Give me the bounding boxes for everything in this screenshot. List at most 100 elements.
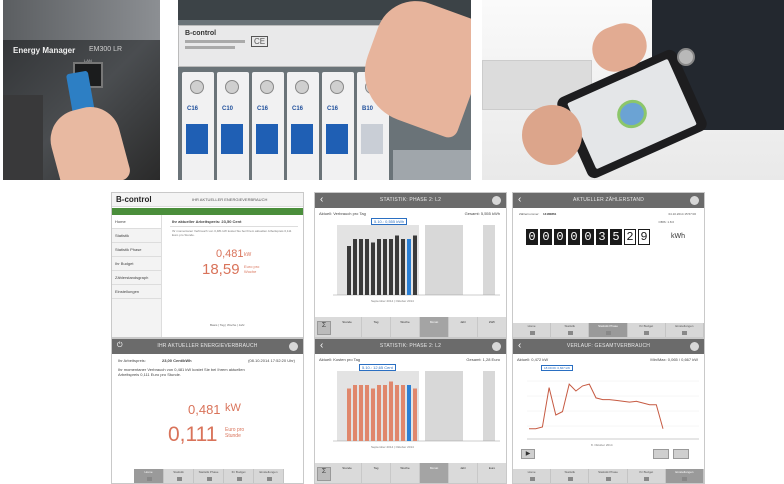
period-selector[interactable]: Basis | Tag | Woche | Jahr bbox=[210, 323, 245, 327]
back-icon[interactable]: ‹ bbox=[320, 194, 324, 205]
nav-budget[interactable]: Ihr Budget bbox=[628, 469, 666, 483]
current-label: Aktuell: Verbrauch pro Tag bbox=[319, 211, 366, 216]
x-axis-caption: September 2014 | Oktober 2014 bbox=[371, 445, 414, 449]
meter-label: Zählernummer: bbox=[519, 212, 540, 216]
gear-icon bbox=[682, 477, 688, 481]
menu-item[interactable]: Statistik Phase bbox=[112, 243, 161, 257]
nav-budget[interactable]: Ihr Budget bbox=[224, 469, 254, 483]
chart-bar bbox=[389, 239, 393, 295]
nav-statistik-phase[interactable]: Statistik Phase bbox=[589, 323, 628, 337]
breaker-toggle bbox=[186, 124, 208, 154]
brand-logo: B-control bbox=[116, 195, 152, 204]
nav-home[interactable]: Home bbox=[513, 469, 552, 483]
menu-item[interactable]: Zählerstandsgraph bbox=[112, 271, 161, 285]
tab-unit[interactable]: Euro bbox=[488, 466, 496, 470]
chart-bar bbox=[383, 239, 387, 295]
x-axis-caption: 8. Oktober 2014 bbox=[591, 443, 613, 447]
hand bbox=[522, 105, 582, 165]
tab-woche[interactable]: Woche bbox=[391, 463, 420, 483]
tab-jahr[interactable]: Jahr bbox=[449, 317, 478, 337]
nav-statistik[interactable]: Statistik bbox=[551, 323, 590, 337]
settings-icon[interactable] bbox=[690, 196, 699, 205]
range-tabs: Σ Stunde Tag Woche Monat Jahr kWh bbox=[315, 317, 506, 337]
chart-bar bbox=[395, 385, 399, 441]
chart-icon bbox=[567, 477, 573, 481]
tab-unit[interactable]: kWh bbox=[489, 320, 495, 324]
tab-tag[interactable]: Tag bbox=[362, 317, 391, 337]
tab-monat[interactable]: Monat bbox=[420, 463, 449, 483]
nav-budget[interactable]: Ihr Budget bbox=[628, 323, 666, 337]
weekend-band bbox=[425, 371, 463, 441]
nav-einstellungen[interactable]: Einstellungen bbox=[665, 469, 704, 483]
nav-einstellungen[interactable]: Einstellungen bbox=[254, 469, 284, 483]
tab-stunde[interactable]: Stunde bbox=[333, 463, 362, 483]
breaker-rating: C16 bbox=[257, 106, 269, 112]
current-label: Aktuell: Kosten pro Tag bbox=[319, 357, 361, 362]
kw-value: 0,481 bbox=[216, 248, 244, 260]
screen-statistik-kosten: ‹ STATISTIK: PHASE 2: L2 Aktuell: Kosten… bbox=[314, 338, 507, 484]
back-icon[interactable]: ‹ bbox=[518, 340, 522, 351]
counter-digit: 0 bbox=[582, 229, 594, 245]
tab-sum[interactable]: Σ bbox=[317, 467, 331, 481]
obis-label: OBIS: 1.8.0 bbox=[658, 220, 674, 224]
menu-item[interactable]: Einstellungen bbox=[112, 285, 161, 299]
tab-monat[interactable]: Monat bbox=[420, 317, 449, 337]
meter-counter: 0 0 0 0 0 3 5 2 9 bbox=[526, 229, 650, 245]
tab-stunde[interactable]: Stunde bbox=[333, 317, 362, 337]
screen-statistik-verbrauch: ‹ STATISTIK: PHASE 2: L2 Aktuell: Verbra… bbox=[314, 192, 507, 338]
menu-item[interactable]: Home bbox=[112, 215, 161, 229]
breaker-4: C16 bbox=[287, 72, 319, 180]
breaker-rating: C16 bbox=[327, 106, 339, 112]
menu-item[interactable]: Statistik bbox=[112, 229, 161, 243]
back-icon[interactable]: ‹ bbox=[518, 194, 522, 205]
energy-manager-label: Energy Manager bbox=[13, 46, 76, 55]
nav-einstellungen[interactable]: Einstellungen bbox=[666, 323, 704, 337]
counter-digit: 5 bbox=[610, 229, 622, 245]
bottom-nav: Home Statistik Statistik Phase Ihr Budge… bbox=[513, 323, 704, 337]
menu-item[interactable]: Ihr Budget bbox=[112, 257, 161, 271]
breaker-5: C16 bbox=[322, 72, 354, 180]
model-label: EM300 LR bbox=[89, 46, 123, 53]
back-icon[interactable]: ‹ bbox=[320, 340, 324, 351]
settings-icon[interactable] bbox=[492, 342, 501, 351]
range-tabs: Σ Stunde Tag Woche Monat Jahr Euro bbox=[315, 463, 506, 483]
nav-home[interactable]: Home bbox=[134, 469, 164, 483]
weekend-band bbox=[483, 371, 495, 441]
settings-icon[interactable] bbox=[690, 342, 699, 351]
chart-icon bbox=[176, 477, 182, 481]
energy-meter-device: B-control CE bbox=[178, 25, 392, 67]
nav-home[interactable]: Home bbox=[513, 323, 552, 337]
nav-statistik-phase[interactable]: Statistik Phase bbox=[589, 469, 628, 483]
counter-decimal: 2 bbox=[624, 229, 636, 245]
screen-header: ‹ VERLAUF: GESAMTVERBRAUCH bbox=[513, 339, 704, 354]
zoom-out-button[interactable] bbox=[653, 449, 669, 459]
settings-icon[interactable] bbox=[492, 196, 501, 205]
nav-statistik[interactable]: Statistik bbox=[164, 469, 194, 483]
tab-woche[interactable]: Woche bbox=[391, 317, 420, 337]
zoom-in-button[interactable] bbox=[673, 449, 689, 459]
chart-bar bbox=[389, 381, 393, 441]
screen-title: STATISTIK: PHASE 2: L2 bbox=[379, 197, 442, 203]
chart-bar bbox=[371, 242, 375, 295]
screen-header: ‹ STATISTIK: PHASE 2: L2 bbox=[315, 339, 506, 354]
chart-bar bbox=[413, 235, 417, 295]
meter-number: 14180861 bbox=[543, 212, 557, 216]
counter-digit: 0 bbox=[568, 229, 580, 245]
weekend-band bbox=[483, 225, 495, 295]
current-label: Aktuell: 0,472 kW bbox=[517, 357, 549, 362]
power-icon[interactable]: ⏻ bbox=[117, 342, 123, 349]
budget-icon bbox=[644, 477, 650, 481]
chart-bar bbox=[377, 385, 381, 441]
tab-sum[interactable]: Σ bbox=[317, 321, 331, 335]
screen-overview: B-control IHR AKTUELLER ENERGIEVERBRAUCH… bbox=[111, 192, 304, 338]
play-button[interactable]: ▶ bbox=[521, 449, 535, 459]
chart-bar bbox=[347, 388, 351, 441]
cost-unit: Euro pro Woche bbox=[244, 264, 260, 274]
nav-statistik-phase[interactable]: Statistik Phase bbox=[194, 469, 224, 483]
tab-jahr[interactable]: Jahr bbox=[449, 463, 478, 483]
tab-tag[interactable]: Tag bbox=[362, 463, 391, 483]
budget-icon bbox=[236, 477, 242, 481]
settings-icon[interactable] bbox=[289, 342, 298, 351]
nav-statistik[interactable]: Statistik bbox=[551, 469, 590, 483]
phase-icon bbox=[206, 477, 212, 481]
